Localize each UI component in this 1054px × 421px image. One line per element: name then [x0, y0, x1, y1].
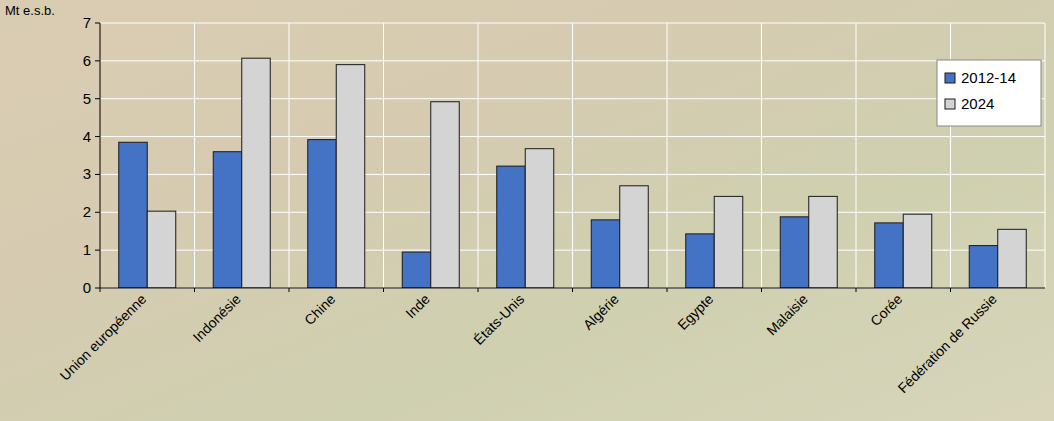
- y-tick: [95, 250, 100, 251]
- x-tick: [478, 288, 479, 292]
- chart-svg: 0 1 2 3 4 5 6 7 Mt e.s.b. Union européenne Indonés…: [0, 0, 1054, 421]
- x-tick-label: Malaisie: [763, 291, 811, 339]
- bar: [875, 223, 904, 288]
- bar: [525, 149, 554, 288]
- y-tick: [95, 288, 100, 289]
- x-tick: [856, 288, 857, 292]
- x-tick: [100, 288, 101, 292]
- grid-line-vertical: [194, 23, 195, 288]
- y-tick-label: 3: [83, 165, 91, 182]
- grid-line-vertical: [383, 23, 384, 288]
- x-tick-label: Chine: [301, 291, 338, 328]
- x-tick-label: Union européenne: [57, 291, 150, 384]
- bar: [119, 142, 148, 288]
- x-tick: [572, 288, 573, 292]
- background: [0, 0, 1054, 421]
- bar: [402, 252, 431, 288]
- legend-label: 2024: [961, 95, 994, 112]
- x-tick: [289, 288, 290, 292]
- bar: [431, 102, 460, 288]
- legend: 2012-14 2024: [937, 60, 1041, 126]
- y-tick: [95, 98, 100, 99]
- bar: [213, 152, 242, 288]
- bar: [903, 214, 932, 288]
- bar: [308, 140, 337, 288]
- grid-line-vertical: [572, 23, 573, 288]
- x-tick-label: Indonésie: [190, 291, 244, 345]
- bar: [497, 166, 526, 288]
- y-tick: [95, 23, 100, 24]
- bar: [147, 211, 176, 288]
- y-tick: [95, 174, 100, 175]
- bar: [620, 186, 649, 288]
- bar: [591, 220, 620, 288]
- y-tick-label: 0: [83, 279, 91, 296]
- bars: [119, 58, 1027, 288]
- bar: [714, 196, 743, 288]
- bar: [686, 234, 715, 288]
- x-tick: [194, 288, 195, 292]
- x-tick-label: Inde: [402, 291, 433, 322]
- bar: [998, 229, 1027, 288]
- x-tick-label: Corée: [867, 291, 905, 329]
- y-axis-title: Mt e.s.b.: [5, 3, 55, 18]
- grid-line-vertical: [761, 23, 762, 288]
- x-tick-label: Algérie: [580, 291, 622, 333]
- bar: [809, 196, 838, 288]
- y-tick-label: 6: [83, 52, 91, 69]
- x-tick: [761, 288, 762, 292]
- grid-line-vertical: [667, 23, 668, 288]
- bar: [242, 58, 271, 288]
- y-tick: [95, 136, 100, 137]
- bar: [969, 246, 998, 288]
- y-tick-label: 2: [83, 203, 91, 220]
- y-axis: [100, 23, 101, 288]
- x-tick: [950, 288, 951, 292]
- legend-swatch: [945, 73, 955, 83]
- bar: [780, 217, 809, 288]
- y-tick-label: 1: [83, 241, 91, 258]
- grid-line-vertical: [1045, 23, 1046, 288]
- y-tick-label: 4: [83, 128, 91, 145]
- x-tick: [383, 288, 384, 292]
- y-tick: [95, 212, 100, 213]
- bar: [336, 65, 365, 288]
- x-tick-label: États-Unis: [470, 291, 527, 348]
- legend-box: [937, 60, 1041, 126]
- legend-label: 2012-14: [961, 69, 1016, 86]
- x-tick-label: Egypte: [674, 291, 716, 333]
- y-tick-label: 5: [83, 90, 91, 107]
- y-tick: [95, 60, 100, 61]
- legend-swatch: [945, 99, 955, 109]
- x-tick-label: Fédération de Russie: [894, 291, 1000, 397]
- grid-line-vertical: [478, 23, 479, 288]
- y-tick-label: 7: [83, 14, 91, 31]
- x-tick: [667, 288, 668, 292]
- grid-line-vertical: [289, 23, 290, 288]
- chart-root: 0 1 2 3 4 5 6 7 Mt e.s.b. Union européenne Indonés…: [0, 0, 1054, 421]
- grid-line-vertical: [856, 23, 857, 288]
